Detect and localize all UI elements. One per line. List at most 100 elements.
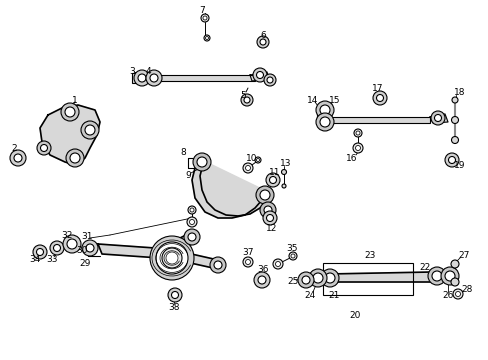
Circle shape xyxy=(61,103,79,121)
Text: 35: 35 xyxy=(285,243,297,252)
Text: 20: 20 xyxy=(348,311,360,320)
Circle shape xyxy=(265,173,280,187)
Circle shape xyxy=(263,211,276,225)
Text: 1: 1 xyxy=(72,95,78,104)
Circle shape xyxy=(10,150,26,166)
Text: 29: 29 xyxy=(79,258,90,267)
Circle shape xyxy=(272,259,283,269)
Circle shape xyxy=(315,101,333,119)
Circle shape xyxy=(65,107,75,117)
Circle shape xyxy=(264,206,271,214)
Circle shape xyxy=(431,271,441,281)
Circle shape xyxy=(260,190,269,200)
Text: 28: 28 xyxy=(460,285,472,294)
Circle shape xyxy=(297,272,313,288)
Circle shape xyxy=(450,260,458,268)
Circle shape xyxy=(67,239,77,249)
Circle shape xyxy=(183,229,200,245)
Circle shape xyxy=(186,217,197,227)
Circle shape xyxy=(258,276,265,284)
Text: 7: 7 xyxy=(199,5,204,14)
Circle shape xyxy=(434,114,441,122)
Circle shape xyxy=(86,244,94,252)
Circle shape xyxy=(282,184,285,188)
Circle shape xyxy=(281,170,286,175)
Text: 37: 37 xyxy=(242,248,253,257)
Text: 10: 10 xyxy=(246,153,257,162)
Circle shape xyxy=(165,252,178,264)
Circle shape xyxy=(70,153,80,163)
Circle shape xyxy=(214,261,222,269)
Circle shape xyxy=(302,276,309,284)
Circle shape xyxy=(444,271,454,281)
Circle shape xyxy=(156,242,187,274)
Circle shape xyxy=(53,244,61,252)
Circle shape xyxy=(264,74,275,86)
Circle shape xyxy=(203,35,209,41)
Circle shape xyxy=(243,257,252,267)
Text: 36: 36 xyxy=(257,266,268,274)
Bar xyxy=(329,117,429,123)
Circle shape xyxy=(81,121,99,139)
Circle shape xyxy=(187,233,196,241)
Polygon shape xyxy=(40,105,100,165)
Circle shape xyxy=(256,186,273,204)
Circle shape xyxy=(203,16,206,20)
Text: 5: 5 xyxy=(240,90,245,99)
Circle shape xyxy=(355,131,359,135)
Circle shape xyxy=(257,36,268,48)
Circle shape xyxy=(353,129,361,137)
Circle shape xyxy=(37,248,43,256)
Circle shape xyxy=(266,215,273,221)
Text: 2: 2 xyxy=(11,144,17,153)
Text: 17: 17 xyxy=(371,84,383,93)
Text: 14: 14 xyxy=(306,95,318,104)
Circle shape xyxy=(197,157,206,167)
Text: 12: 12 xyxy=(266,224,277,233)
Circle shape xyxy=(243,163,252,173)
Circle shape xyxy=(275,261,280,266)
Text: 6: 6 xyxy=(260,31,265,40)
Circle shape xyxy=(201,14,208,22)
Circle shape xyxy=(450,117,458,123)
Circle shape xyxy=(209,257,225,273)
Circle shape xyxy=(450,278,458,286)
Polygon shape xyxy=(192,160,267,218)
Circle shape xyxy=(253,272,269,288)
Circle shape xyxy=(269,176,276,184)
Circle shape xyxy=(256,72,263,78)
Polygon shape xyxy=(429,114,447,123)
Circle shape xyxy=(319,117,329,127)
Text: 34: 34 xyxy=(29,256,41,265)
Polygon shape xyxy=(160,232,196,258)
Circle shape xyxy=(376,94,383,102)
Circle shape xyxy=(33,245,47,259)
Circle shape xyxy=(260,39,265,45)
Circle shape xyxy=(319,105,329,115)
Circle shape xyxy=(440,267,458,285)
Text: 23: 23 xyxy=(364,251,375,260)
Circle shape xyxy=(454,292,460,297)
Text: 19: 19 xyxy=(453,161,465,170)
Circle shape xyxy=(320,269,338,287)
Circle shape xyxy=(260,202,275,218)
Circle shape xyxy=(85,125,95,135)
Circle shape xyxy=(451,97,457,103)
Circle shape xyxy=(325,273,334,283)
Text: 22: 22 xyxy=(419,262,430,271)
Text: 4: 4 xyxy=(145,67,150,76)
Text: 15: 15 xyxy=(328,95,340,104)
Polygon shape xyxy=(327,272,433,282)
Circle shape xyxy=(312,273,323,283)
Circle shape xyxy=(450,136,458,144)
Circle shape xyxy=(14,154,22,162)
Text: 25: 25 xyxy=(287,278,298,287)
Circle shape xyxy=(256,158,259,162)
Text: 33: 33 xyxy=(46,256,58,265)
Polygon shape xyxy=(98,244,160,258)
Circle shape xyxy=(241,94,252,106)
Text: 30: 30 xyxy=(76,246,87,255)
Circle shape xyxy=(315,113,333,131)
Circle shape xyxy=(245,166,250,171)
Circle shape xyxy=(355,145,360,150)
